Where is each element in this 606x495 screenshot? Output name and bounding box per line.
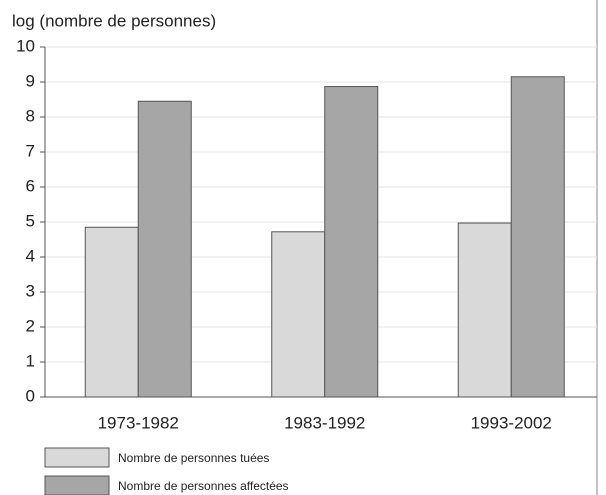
- bar: [271, 231, 326, 398]
- legend-swatch: [44, 475, 110, 495]
- legend-label: Nombre de personnes tuées: [118, 451, 269, 465]
- bar: [324, 86, 379, 398]
- x-tick-label: 1973-1982: [98, 413, 179, 432]
- y-tick-label: 8: [26, 106, 35, 125]
- bar: [510, 76, 565, 398]
- x-tick-label: 1983-1992: [284, 413, 365, 432]
- bar: [137, 100, 192, 398]
- legend-swatch: [44, 447, 110, 468]
- y-tick-label: 2: [26, 316, 35, 335]
- y-tick-label: 9: [26, 71, 35, 90]
- y-tick-label: 10: [16, 36, 35, 55]
- legend-label: Nombre de personnes affectées: [118, 479, 289, 493]
- y-tick-label: 7: [26, 141, 35, 160]
- bar: [457, 222, 512, 398]
- y-tick-label: 3: [26, 281, 35, 300]
- y-axis-label: log (nombre de personnes): [12, 11, 216, 30]
- y-tick-label: 4: [26, 246, 35, 265]
- y-tick-label: 1: [26, 351, 35, 370]
- y-tick-label: 6: [26, 176, 35, 195]
- y-tick-label: 0: [26, 386, 35, 405]
- bar: [84, 226, 139, 398]
- y-tick-label: 5: [26, 211, 35, 230]
- x-tick-label: 1993-2002: [471, 413, 552, 432]
